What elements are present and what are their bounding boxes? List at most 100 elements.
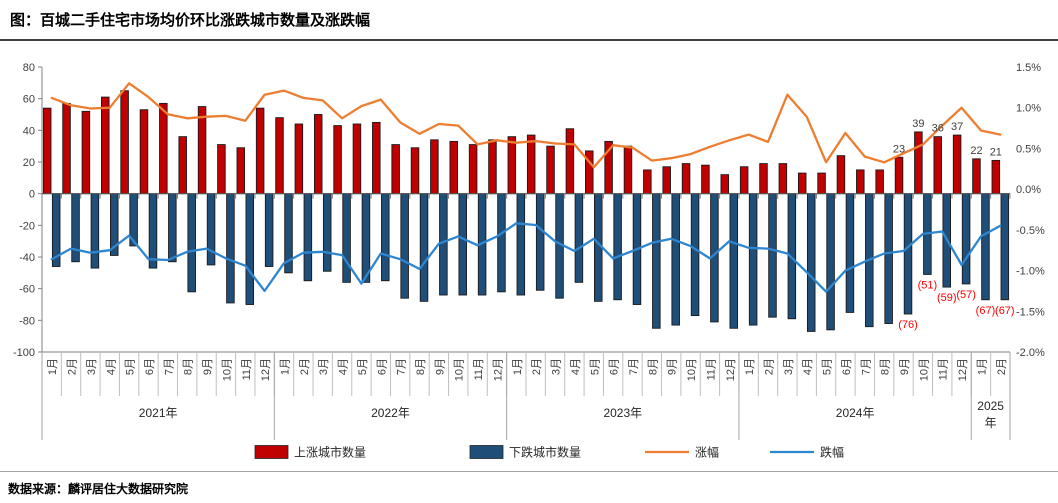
month-label: 11月 xyxy=(938,358,950,380)
up-bar xyxy=(952,134,962,195)
left-axis-label: -40 xyxy=(19,252,35,264)
year-label: 2022年 xyxy=(371,406,410,420)
month-label: 2月 xyxy=(531,358,543,375)
up-bar xyxy=(914,131,923,195)
month-label: 2月 xyxy=(996,358,1008,375)
up-bar xyxy=(546,145,555,195)
up-bar xyxy=(488,139,497,195)
down-bar xyxy=(245,193,255,305)
month-label: 1月 xyxy=(744,358,756,375)
month-label: 6月 xyxy=(144,358,156,375)
month-label: 2月 xyxy=(764,358,776,375)
right-axis-label: 1.0% xyxy=(1016,103,1041,115)
down-bar xyxy=(322,193,332,272)
footer-divider xyxy=(0,471,1058,472)
up-bar xyxy=(759,163,768,195)
left-axis-label: 80 xyxy=(23,62,35,74)
down-bar xyxy=(264,193,274,267)
month-label: 12月 xyxy=(493,358,505,381)
month-label: 4月 xyxy=(338,358,350,375)
month-label: 9月 xyxy=(202,358,214,375)
month-label: 4月 xyxy=(802,358,814,375)
up-bar xyxy=(197,106,207,195)
down-bar xyxy=(903,193,913,315)
down-bar xyxy=(535,193,545,291)
down-bar xyxy=(613,193,622,301)
month-label: 7月 xyxy=(396,358,408,375)
down-bar xyxy=(574,193,584,283)
left-axis-label: 0 xyxy=(29,189,35,201)
month-label: 10月 xyxy=(454,358,466,381)
up-bar xyxy=(352,123,362,195)
up-bars-group xyxy=(42,90,1001,195)
month-label: 9月 xyxy=(434,358,446,375)
down-bar xyxy=(981,193,990,301)
down-bar xyxy=(768,193,777,318)
month-label: 7月 xyxy=(628,358,640,375)
up-bar xyxy=(565,128,575,195)
up-bar xyxy=(836,155,846,195)
up-bar xyxy=(333,125,342,195)
month-label: 6月 xyxy=(841,358,853,375)
up-bar xyxy=(623,145,633,195)
up-bar xyxy=(797,172,807,195)
down-bar xyxy=(729,193,739,329)
up-bar-label: 22 xyxy=(970,145,982,157)
up-bar xyxy=(701,164,710,195)
month-label: 1月 xyxy=(47,358,59,375)
down-bar xyxy=(497,193,506,293)
month-label: 10月 xyxy=(221,358,233,381)
down-bar-label: (57) xyxy=(956,289,976,301)
month-label: 8月 xyxy=(183,358,195,375)
up-bar-label: 36 xyxy=(932,123,944,135)
up-bar xyxy=(662,166,671,195)
down-bar xyxy=(439,193,448,296)
year-label: 年 xyxy=(985,416,997,430)
up-bar xyxy=(62,102,71,195)
up-bar xyxy=(972,158,981,195)
right-axis-label: 1.5% xyxy=(1016,62,1041,74)
legend-label: 涨幅 xyxy=(695,445,719,460)
down-bar xyxy=(226,193,235,304)
month-label: 3月 xyxy=(551,358,563,375)
down-bar-label: (67) xyxy=(976,305,996,317)
month-label: 5月 xyxy=(589,358,601,375)
month-label: 2月 xyxy=(299,358,311,375)
right-axis-label: -1.0% xyxy=(1016,266,1045,278)
month-label: 6月 xyxy=(609,358,621,375)
up-bar xyxy=(391,144,400,195)
up-bar xyxy=(42,107,52,195)
month-label: 8月 xyxy=(880,358,892,375)
month-label: 5月 xyxy=(357,358,369,375)
down-bar xyxy=(690,193,700,317)
up-bar xyxy=(643,169,652,195)
month-label: 3月 xyxy=(86,358,98,375)
down-bar-label: (76) xyxy=(898,319,918,331)
down-bar xyxy=(148,193,158,269)
down-bar-label: (67) xyxy=(995,305,1015,317)
year-label: 2023年 xyxy=(603,406,642,420)
up-bar-label: 21 xyxy=(990,146,1002,158)
right-axis-label: 0.5% xyxy=(1016,143,1041,155)
month-label: 4月 xyxy=(105,358,117,375)
down-bar xyxy=(652,193,661,329)
up-bar xyxy=(139,109,149,195)
month-label: 6月 xyxy=(376,358,388,375)
down-bar-label: (51) xyxy=(918,279,938,291)
up-bar xyxy=(720,174,730,195)
down-bar xyxy=(381,193,390,282)
up-bar xyxy=(430,139,439,195)
down-bar xyxy=(187,193,196,293)
month-label: 12月 xyxy=(260,358,272,381)
left-axis-label: -60 xyxy=(19,284,35,296)
month-label: 11月 xyxy=(705,358,717,380)
up-bar xyxy=(410,147,420,195)
month-label: 10月 xyxy=(918,358,930,381)
legend-up-swatch xyxy=(254,445,289,459)
up-bar xyxy=(275,117,284,195)
month-label: 8月 xyxy=(647,358,659,375)
legend-label: 下跌城市数量 xyxy=(509,445,581,460)
month-label: 7月 xyxy=(860,358,872,375)
down-bar xyxy=(516,193,526,296)
